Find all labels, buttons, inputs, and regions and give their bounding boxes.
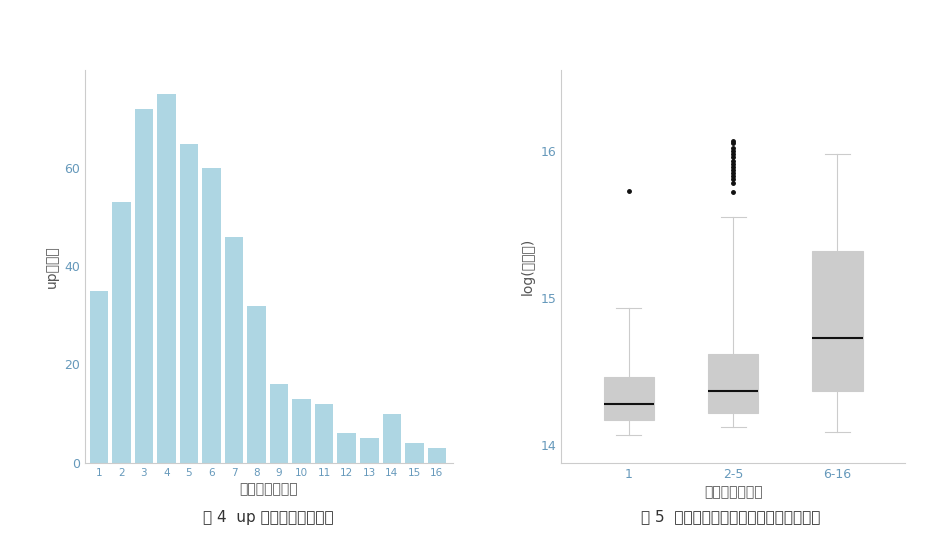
Bar: [157, 95, 175, 463]
Bar: [135, 109, 153, 463]
Bar: [292, 399, 311, 463]
Text: 图 5  分区数与粉丝数的关系（对数处理）: 图 5 分区数与粉丝数的关系（对数处理）: [641, 509, 820, 525]
PathPatch shape: [708, 354, 758, 413]
Y-axis label: log(粉丝数): log(粉丝数): [521, 238, 535, 295]
Y-axis label: up主数量: up主数量: [44, 245, 58, 288]
Bar: [112, 202, 131, 463]
X-axis label: 视频涉及分区数: 视频涉及分区数: [240, 482, 298, 495]
Bar: [338, 433, 356, 463]
X-axis label: 视频涉及分区数: 视频涉及分区数: [703, 485, 763, 499]
PathPatch shape: [604, 377, 653, 420]
Bar: [203, 168, 221, 463]
Bar: [427, 448, 446, 463]
Bar: [247, 306, 266, 463]
Bar: [180, 144, 198, 463]
Bar: [90, 291, 108, 463]
Bar: [315, 404, 334, 463]
Text: 图 4  up 主视频涉及分区数: 图 4 up 主视频涉及分区数: [204, 509, 334, 525]
Bar: [405, 443, 423, 463]
Bar: [360, 438, 378, 463]
Bar: [270, 384, 289, 463]
Bar: [224, 237, 243, 463]
Bar: [383, 414, 401, 463]
PathPatch shape: [813, 251, 863, 391]
